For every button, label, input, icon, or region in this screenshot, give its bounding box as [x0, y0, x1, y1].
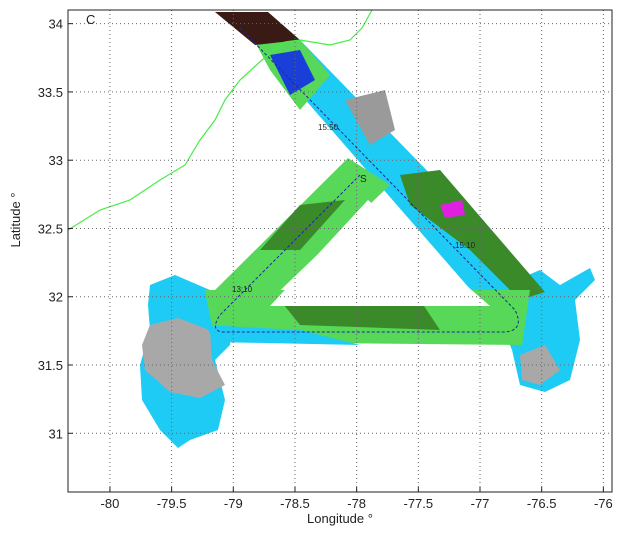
y-tick-label: 33.5 — [38, 85, 63, 100]
x-tick-label: -77 — [471, 496, 490, 511]
x-tick-label: -80 — [101, 496, 120, 511]
x-tick-label: -79 — [224, 496, 243, 511]
x-tick-label: -78 — [347, 496, 366, 511]
annotation: 15:10 — [455, 241, 476, 250]
x-tick-label: -78.5 — [280, 496, 310, 511]
annotation: 13:10 — [232, 285, 253, 294]
x-tick-label: -77.5 — [404, 496, 434, 511]
y-axis-label: Latitude ° — [8, 192, 23, 247]
annotation: 15:50 — [318, 123, 339, 132]
x-tick-label: -76.5 — [527, 496, 557, 511]
x-tick-label: -79.5 — [157, 496, 187, 511]
top-strip — [215, 12, 300, 45]
panel-label: C — [86, 12, 95, 27]
y-tick-label: 32.5 — [38, 221, 63, 236]
annotation: S — [360, 174, 367, 185]
map-chart: -80 -79.5 -79 -78.5 -78 -77.5 -77 -76.5 -76 31 31.… — [0, 0, 626, 533]
y-tick-label: 32 — [49, 290, 63, 305]
radar-swaths — [140, 12, 595, 448]
y-tick-label: 31 — [49, 426, 63, 441]
y-tick-label: 34 — [49, 17, 63, 32]
y-tick-label: 33 — [49, 153, 63, 168]
x-axis-label: Longitude ° — [307, 511, 373, 526]
x-tick-label: -76 — [594, 496, 613, 511]
y-tick-label: 31.5 — [38, 358, 63, 373]
